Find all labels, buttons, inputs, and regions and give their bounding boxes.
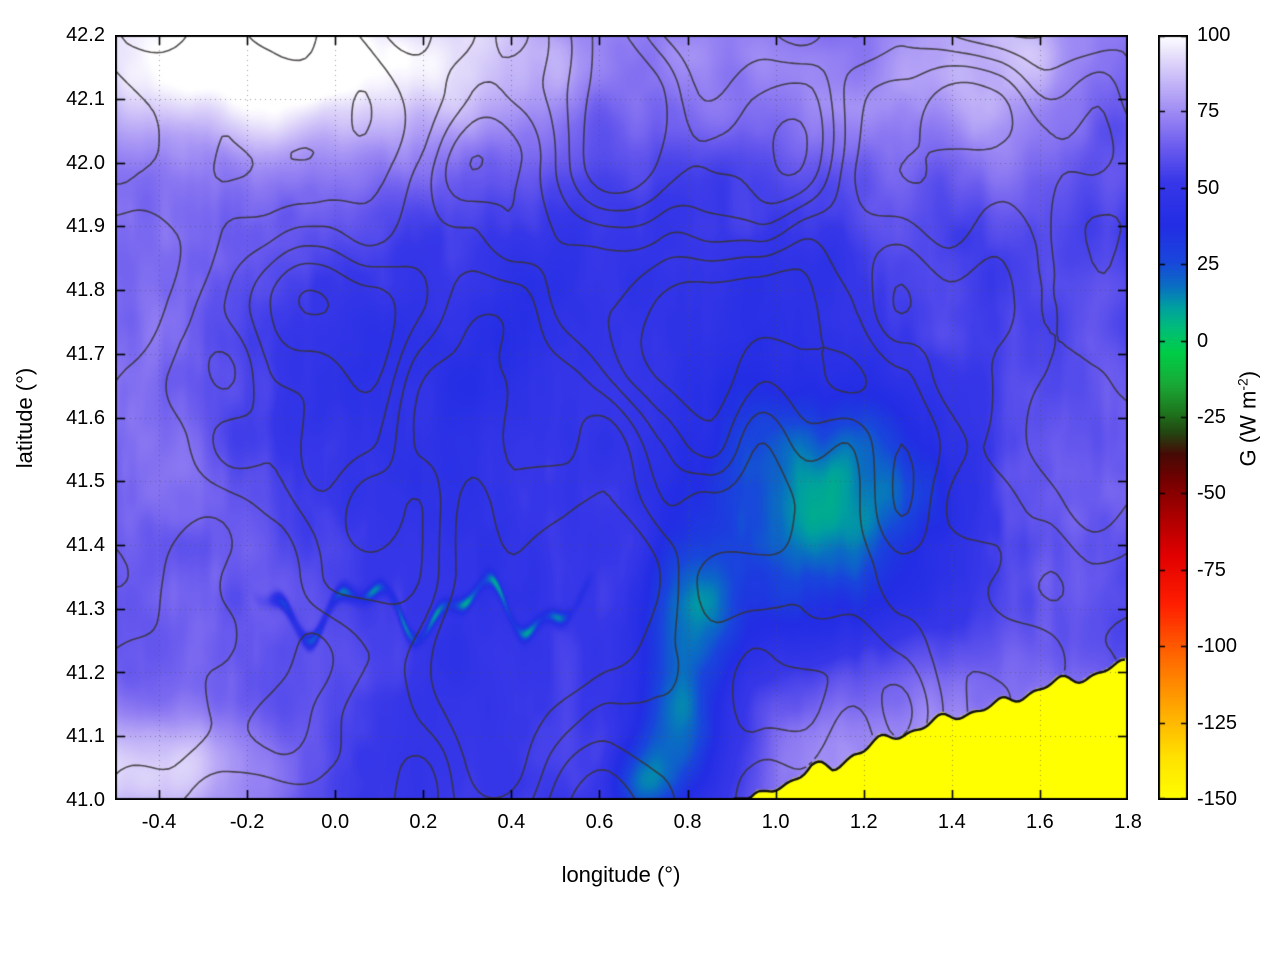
colorbar [1158,35,1188,800]
x-tick-label: 1.6 [1026,811,1054,833]
x-tick-label: 1.8 [1114,811,1142,833]
colorbar-tick-label: 0 [1197,329,1209,352]
y-tick-label: 41.6 [66,406,105,429]
y-tick-label: 41.3 [66,597,105,620]
colorbar-tick-label: -25 [1197,406,1226,428]
plot-area [115,35,1128,800]
y-tick-label: 41.4 [66,534,105,556]
x-tick-label: 1.2 [849,811,878,833]
colorbar-label-close: ) [1235,370,1261,379]
colorbar-tick-label: -75 [1197,558,1226,581]
x-tick-label: 0.4 [497,811,526,833]
x-tick-label: -0.4 [141,811,177,833]
heatmap-plot-canvas [115,35,1128,800]
y-tick-label: 41.1 [66,725,105,748]
x-tick-label: 1.0 [761,811,790,833]
y-tick-label: 41.0 [66,789,105,811]
y-tick-label: 41.7 [66,342,105,365]
colorbar-label-superscript: -2 [1234,378,1251,391]
colorbar-tick-label: 25 [1197,253,1220,276]
y-tick-label: 42.1 [66,87,105,110]
colorbar-tick-label: -150 [1197,788,1238,810]
colorbar-tick-label: -125 [1197,711,1238,734]
x-tick-label: 0.2 [409,811,438,833]
y-tick-label: 41.8 [66,279,105,301]
colorbar-tick-label: 50 [1197,176,1220,199]
y-axis-label: latitude (°) [12,367,37,469]
colorbar-tick-label: -50 [1197,482,1226,505]
y-tick-label: 41.2 [66,661,105,684]
x-tick-label: 0.6 [585,811,614,833]
x-tick-label: 1.4 [937,811,966,833]
x-tick-label: 0.0 [321,811,350,833]
x-tick-label: -0.2 [229,811,265,833]
y-tick-label: 41.9 [66,215,105,238]
colorbar-tick-label: -100 [1197,635,1238,658]
colorbar-tick-label: 100 [1197,24,1231,46]
y-tick-label: 41.5 [66,470,105,493]
y-tick-label: 42.2 [66,24,105,46]
colorbar-tick-label: 75 [1197,100,1220,123]
x-axis-label: longitude (°) [561,862,681,887]
y-tick-label: 42.0 [66,151,105,174]
colorbar-gradient-canvas [1158,35,1188,800]
x-tick-label: 0.8 [673,811,702,833]
